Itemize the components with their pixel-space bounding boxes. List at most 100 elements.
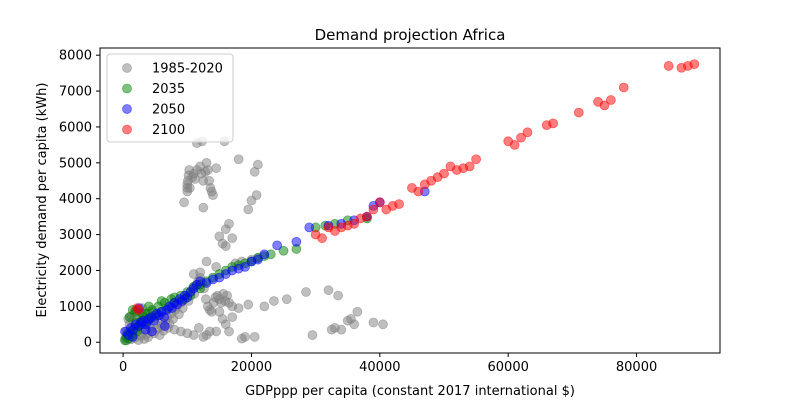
data-point	[201, 256, 212, 267]
data-point	[240, 261, 250, 272]
data-point	[599, 100, 610, 111]
data-point	[269, 296, 279, 306]
data-point	[252, 159, 263, 170]
data-point	[349, 218, 360, 229]
data-point	[198, 202, 209, 213]
data-point	[333, 290, 344, 301]
y-tick-label: 2000	[59, 264, 92, 279]
data-point	[188, 269, 199, 279]
data-point	[156, 296, 167, 306]
x-tick-label: 60000	[488, 360, 529, 375]
data-point	[143, 301, 154, 312]
data-point	[516, 132, 526, 143]
data-point	[147, 326, 157, 337]
data-point	[127, 331, 138, 342]
legend-label: 1985-2020	[152, 62, 223, 77]
data-point	[249, 331, 260, 342]
x-tick-label: 20000	[231, 360, 272, 375]
data-point	[159, 321, 170, 331]
data-point	[362, 211, 372, 222]
legend: 1985-2020 2035 2050 2100	[106, 53, 234, 143]
points-layer	[120, 59, 700, 346]
series-2050	[120, 186, 430, 342]
series-2100	[132, 59, 700, 315]
data-point	[220, 241, 231, 251]
data-point	[394, 199, 404, 209]
data-point	[220, 224, 231, 235]
data-point	[124, 312, 135, 323]
y-tick-label: 3000	[59, 228, 92, 243]
data-point	[349, 319, 360, 330]
plot-frame	[99, 47, 721, 354]
data-point	[179, 197, 189, 208]
data-point	[317, 233, 327, 244]
data-point	[182, 186, 193, 197]
data-point	[439, 168, 449, 179]
x-tick-label: 80000	[616, 360, 657, 375]
data-point	[618, 82, 629, 93]
data-point	[605, 95, 616, 105]
legend-marker	[122, 124, 132, 135]
data-point	[374, 197, 385, 208]
x-tick-label: 0	[119, 360, 127, 375]
data-point	[378, 319, 388, 330]
data-point	[217, 314, 228, 324]
legend-marker	[122, 83, 132, 94]
data-point	[246, 195, 257, 206]
data-point	[211, 163, 222, 174]
data-point	[133, 305, 144, 315]
x-tick-label: 40000	[359, 360, 400, 375]
x-axis: 0 20000 40000 60000 80000	[119, 353, 657, 375]
data-point	[227, 312, 238, 323]
data-point	[281, 294, 292, 305]
data-point	[573, 107, 584, 118]
y-tick-label: 5000	[59, 156, 92, 171]
data-point	[252, 254, 263, 265]
legend-label: 2050	[152, 103, 185, 118]
chart-title: Demand projection Africa	[315, 26, 506, 44]
data-point	[259, 301, 270, 312]
legend-label: 2100	[152, 123, 185, 138]
data-point	[243, 299, 254, 310]
data-point	[307, 330, 318, 340]
data-point	[301, 287, 311, 297]
y-tick-label: 0	[84, 336, 92, 351]
data-point	[509, 139, 520, 150]
data-point	[464, 161, 475, 172]
data-point	[259, 249, 270, 260]
data-point	[548, 118, 559, 129]
data-point	[304, 222, 315, 233]
data-point	[208, 190, 218, 201]
data-point	[326, 324, 337, 335]
y-tick-label: 1000	[59, 300, 92, 315]
data-point	[471, 154, 482, 165]
data-point	[522, 127, 533, 138]
data-point	[689, 59, 700, 70]
data-point	[368, 317, 379, 328]
legend-marker	[122, 63, 132, 73]
legend-marker	[122, 104, 132, 114]
data-point	[224, 326, 234, 337]
y-axis-label: Electricity demand per capita (kWh)	[35, 83, 50, 318]
y-axis: 0 1000 2000 3000 4000 5000 6000 7000 8000	[59, 49, 100, 351]
y-tick-label: 8000	[59, 49, 92, 64]
data-point	[227, 233, 238, 244]
x-axis-label: GDPppp per capita (constant 2017 interna…	[245, 384, 575, 399]
data-point	[233, 154, 244, 165]
data-point	[291, 236, 302, 247]
legend-label: 2035	[152, 82, 185, 97]
y-tick-label: 7000	[59, 85, 92, 100]
data-point	[233, 303, 244, 314]
data-point	[663, 61, 674, 71]
data-point	[198, 331, 209, 342]
data-point	[193, 322, 204, 333]
y-tick-label: 6000	[59, 120, 92, 135]
data-point	[272, 240, 283, 251]
data-point	[188, 330, 199, 340]
data-point	[323, 285, 334, 296]
y-tick-label: 4000	[59, 192, 92, 207]
data-point	[243, 204, 254, 215]
data-point	[236, 333, 247, 344]
data-point	[202, 165, 213, 175]
